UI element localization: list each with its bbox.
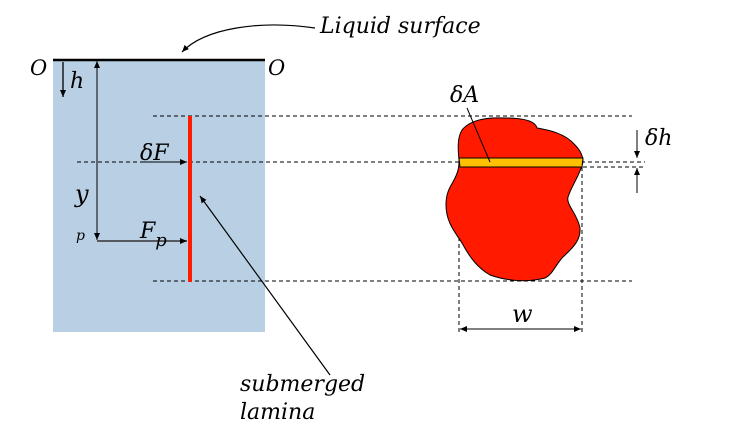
p-label: p bbox=[76, 228, 85, 244]
delta-h-label: δh bbox=[645, 126, 672, 151]
origin-right-label: O bbox=[268, 56, 285, 80]
y-label: y bbox=[74, 180, 89, 208]
liquid-surface-label: Liquid surface bbox=[319, 14, 481, 39]
lamina-label-line1: submerged bbox=[240, 372, 365, 397]
fp-label-subscript: p bbox=[155, 230, 167, 251]
width-label: w bbox=[512, 300, 533, 328]
fp-label: Fp bbox=[139, 219, 167, 251]
lamina-label-line2: lamina bbox=[240, 400, 315, 425]
elemental-strip bbox=[458, 157, 584, 168]
liquid-body bbox=[53, 60, 265, 332]
depth-label: h bbox=[70, 69, 84, 94]
delta-f-label: δF bbox=[140, 141, 169, 166]
lamina-shape bbox=[445, 117, 584, 282]
delta-a-pointer bbox=[466, 107, 491, 163]
delta-a-label: δA bbox=[450, 83, 479, 108]
origin-left-label: O bbox=[30, 56, 47, 80]
liquid-surface-pointer bbox=[181, 24, 316, 53]
lamina-pointer bbox=[199, 195, 331, 376]
submerged-lamina-edge bbox=[188, 116, 192, 282]
fp-label-main: F bbox=[139, 219, 156, 244]
